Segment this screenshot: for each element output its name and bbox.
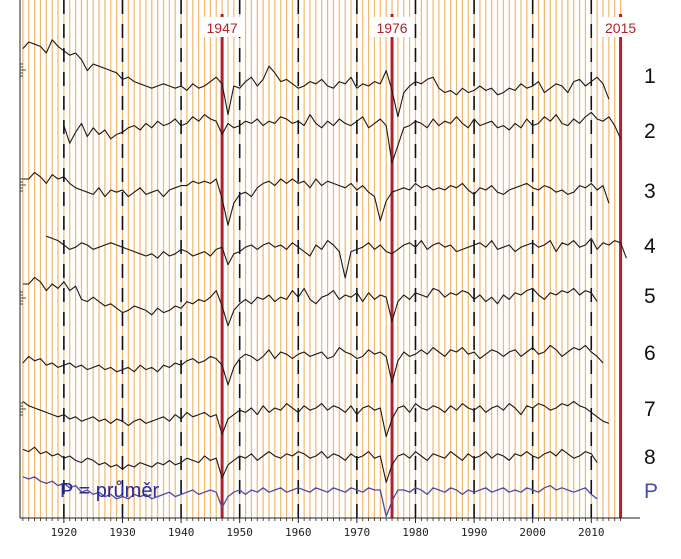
highlight-year-labels: 1947 1976 2015	[203, 17, 640, 37]
x-tick-label: 1970	[344, 526, 371, 539]
series-label-P: P	[644, 480, 658, 503]
x-tick-label: 2010	[578, 526, 605, 539]
series-line-1	[22, 39, 610, 118]
series-line-4	[46, 235, 627, 279]
highlight-label-1947: 1947	[207, 20, 238, 36]
series-line-8	[22, 446, 598, 483]
series-label-2: 2	[644, 120, 656, 143]
highlight-label-bg	[373, 17, 412, 37]
series-group	[22, 39, 627, 518]
y-axis-ticks	[20, 63, 26, 416]
series-line-5	[22, 276, 598, 327]
x-axis-ticks: 1920 1930 1940 1950 1960 1970 1980 1990 2000 2010	[22, 518, 621, 539]
highlight-label-bg	[203, 17, 242, 37]
highlight-label-bg	[601, 17, 640, 37]
series-label-7: 7	[644, 398, 656, 421]
x-tick-label: 1950	[226, 526, 253, 539]
series-line-3	[22, 171, 610, 226]
highlight-label-2015: 2015	[605, 20, 636, 36]
legend-text: P = průměr	[60, 480, 159, 502]
series-labels: 1 2 3 4 5 6 7 8 P	[644, 65, 658, 503]
x-tick-label: 1980	[402, 526, 429, 539]
x-tick-label: 1940	[168, 526, 195, 539]
series-label-5: 5	[644, 285, 656, 308]
x-tick-label: 1930	[109, 526, 136, 539]
series-label-4: 4	[644, 235, 656, 258]
x-tick-label: 1990	[461, 526, 488, 539]
series-line-7	[22, 400, 610, 438]
x-tick-label: 1960	[285, 526, 312, 539]
series-label-8: 8	[644, 446, 656, 469]
series-label-6: 6	[644, 342, 656, 365]
year-grid	[22, 0, 622, 518]
series-line-2	[63, 111, 622, 164]
series-label-1: 1	[644, 65, 656, 88]
x-tick-label: 1920	[51, 526, 78, 539]
x-tick-label: 2000	[519, 526, 546, 539]
highlight-label-1976: 1976	[376, 20, 407, 36]
series-label-3: 3	[644, 180, 656, 203]
series-line-6	[22, 344, 604, 386]
series-line-P	[22, 476, 598, 518]
